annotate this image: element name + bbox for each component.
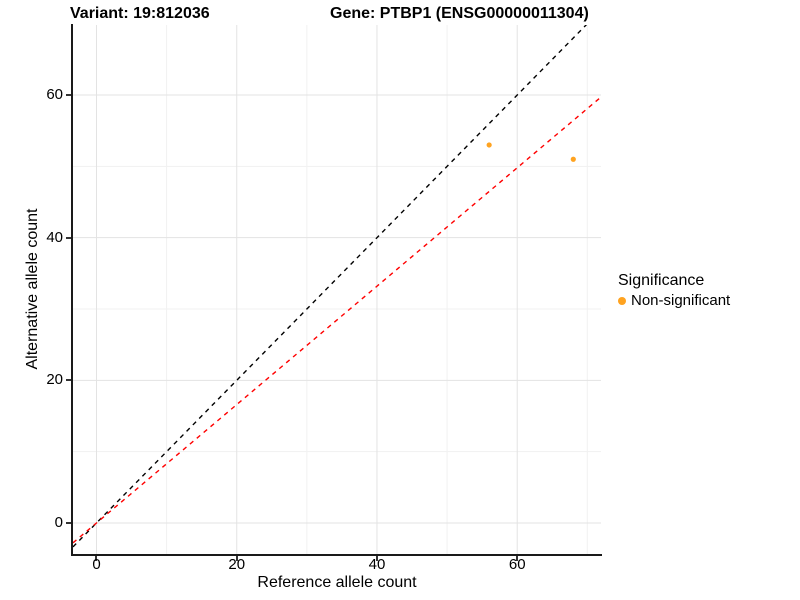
legend-title: Significance xyxy=(618,272,705,289)
x-tick-mark xyxy=(375,556,378,561)
y-tick-mark xyxy=(66,94,71,97)
expected-ratio-line xyxy=(73,96,601,544)
data-point xyxy=(570,156,576,162)
legend: Significance Non-significant xyxy=(618,271,730,310)
y-axis-title: Alternative allele count xyxy=(24,208,41,370)
y-tick-label: 0 xyxy=(54,513,63,531)
y-tick-mark xyxy=(66,521,71,524)
plot-title-variant: Variant: 19:812036 xyxy=(70,5,210,22)
y-tick-label: 20 xyxy=(46,371,63,389)
x-tick-label: 20 xyxy=(228,556,246,573)
x-tick-label: 60 xyxy=(508,556,526,573)
data-point xyxy=(486,142,492,148)
y-tick-label: 60 xyxy=(46,86,63,104)
legend-item-non-significant: Non-significant xyxy=(618,291,730,310)
legend-item-label: Non-significant xyxy=(631,292,731,309)
y-tick-label: 40 xyxy=(46,228,63,246)
x-axis-line xyxy=(71,554,602,556)
x-tick-label: 40 xyxy=(368,556,386,573)
plot-panel xyxy=(73,25,601,554)
y-axis-line xyxy=(71,24,73,555)
x-tick-label: 0 xyxy=(92,556,101,573)
y-tick-mark xyxy=(66,236,71,239)
x-tick-mark xyxy=(95,556,98,561)
plot-title-gene: Gene: PTBP1 (ENSG00000011304) xyxy=(330,5,589,22)
x-tick-mark xyxy=(235,556,238,561)
non-significant-dot-icon xyxy=(618,296,626,305)
identity-line xyxy=(73,25,588,548)
x-axis-title: Reference allele count xyxy=(257,574,417,591)
plot-canvas xyxy=(73,25,601,554)
y-tick-mark xyxy=(66,379,71,382)
x-tick-mark xyxy=(516,556,519,561)
